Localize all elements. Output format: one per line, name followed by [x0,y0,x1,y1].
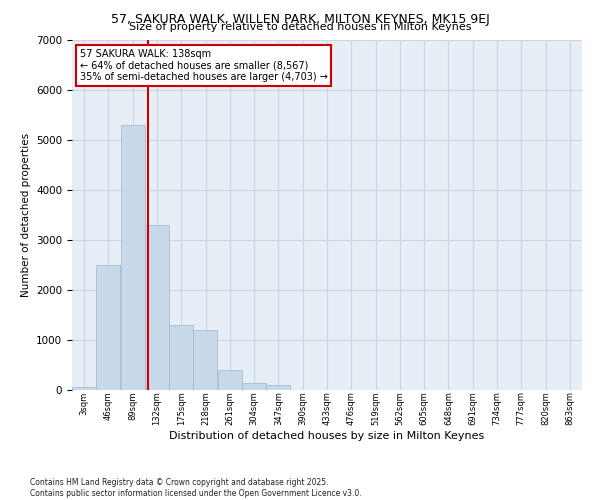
Bar [266,385,290,390]
Bar [96,265,120,390]
Bar [72,387,96,390]
Text: Contains HM Land Registry data © Crown copyright and database right 2025.
Contai: Contains HM Land Registry data © Crown c… [30,478,362,498]
Bar [193,330,217,390]
Text: Size of property relative to detached houses in Milton Keynes: Size of property relative to detached ho… [129,22,471,32]
Bar [169,325,193,390]
Bar [145,225,169,390]
Bar [121,125,145,390]
Bar [242,382,266,390]
Text: 57, SAKURA WALK, WILLEN PARK, MILTON KEYNES, MK15 9EJ: 57, SAKURA WALK, WILLEN PARK, MILTON KEY… [110,12,490,26]
X-axis label: Distribution of detached houses by size in Milton Keynes: Distribution of detached houses by size … [169,431,485,441]
Bar [218,370,242,390]
Y-axis label: Number of detached properties: Number of detached properties [20,133,31,297]
Text: 57 SAKURA WALK: 138sqm
← 64% of detached houses are smaller (8,567)
35% of semi-: 57 SAKURA WALK: 138sqm ← 64% of detached… [80,49,328,82]
